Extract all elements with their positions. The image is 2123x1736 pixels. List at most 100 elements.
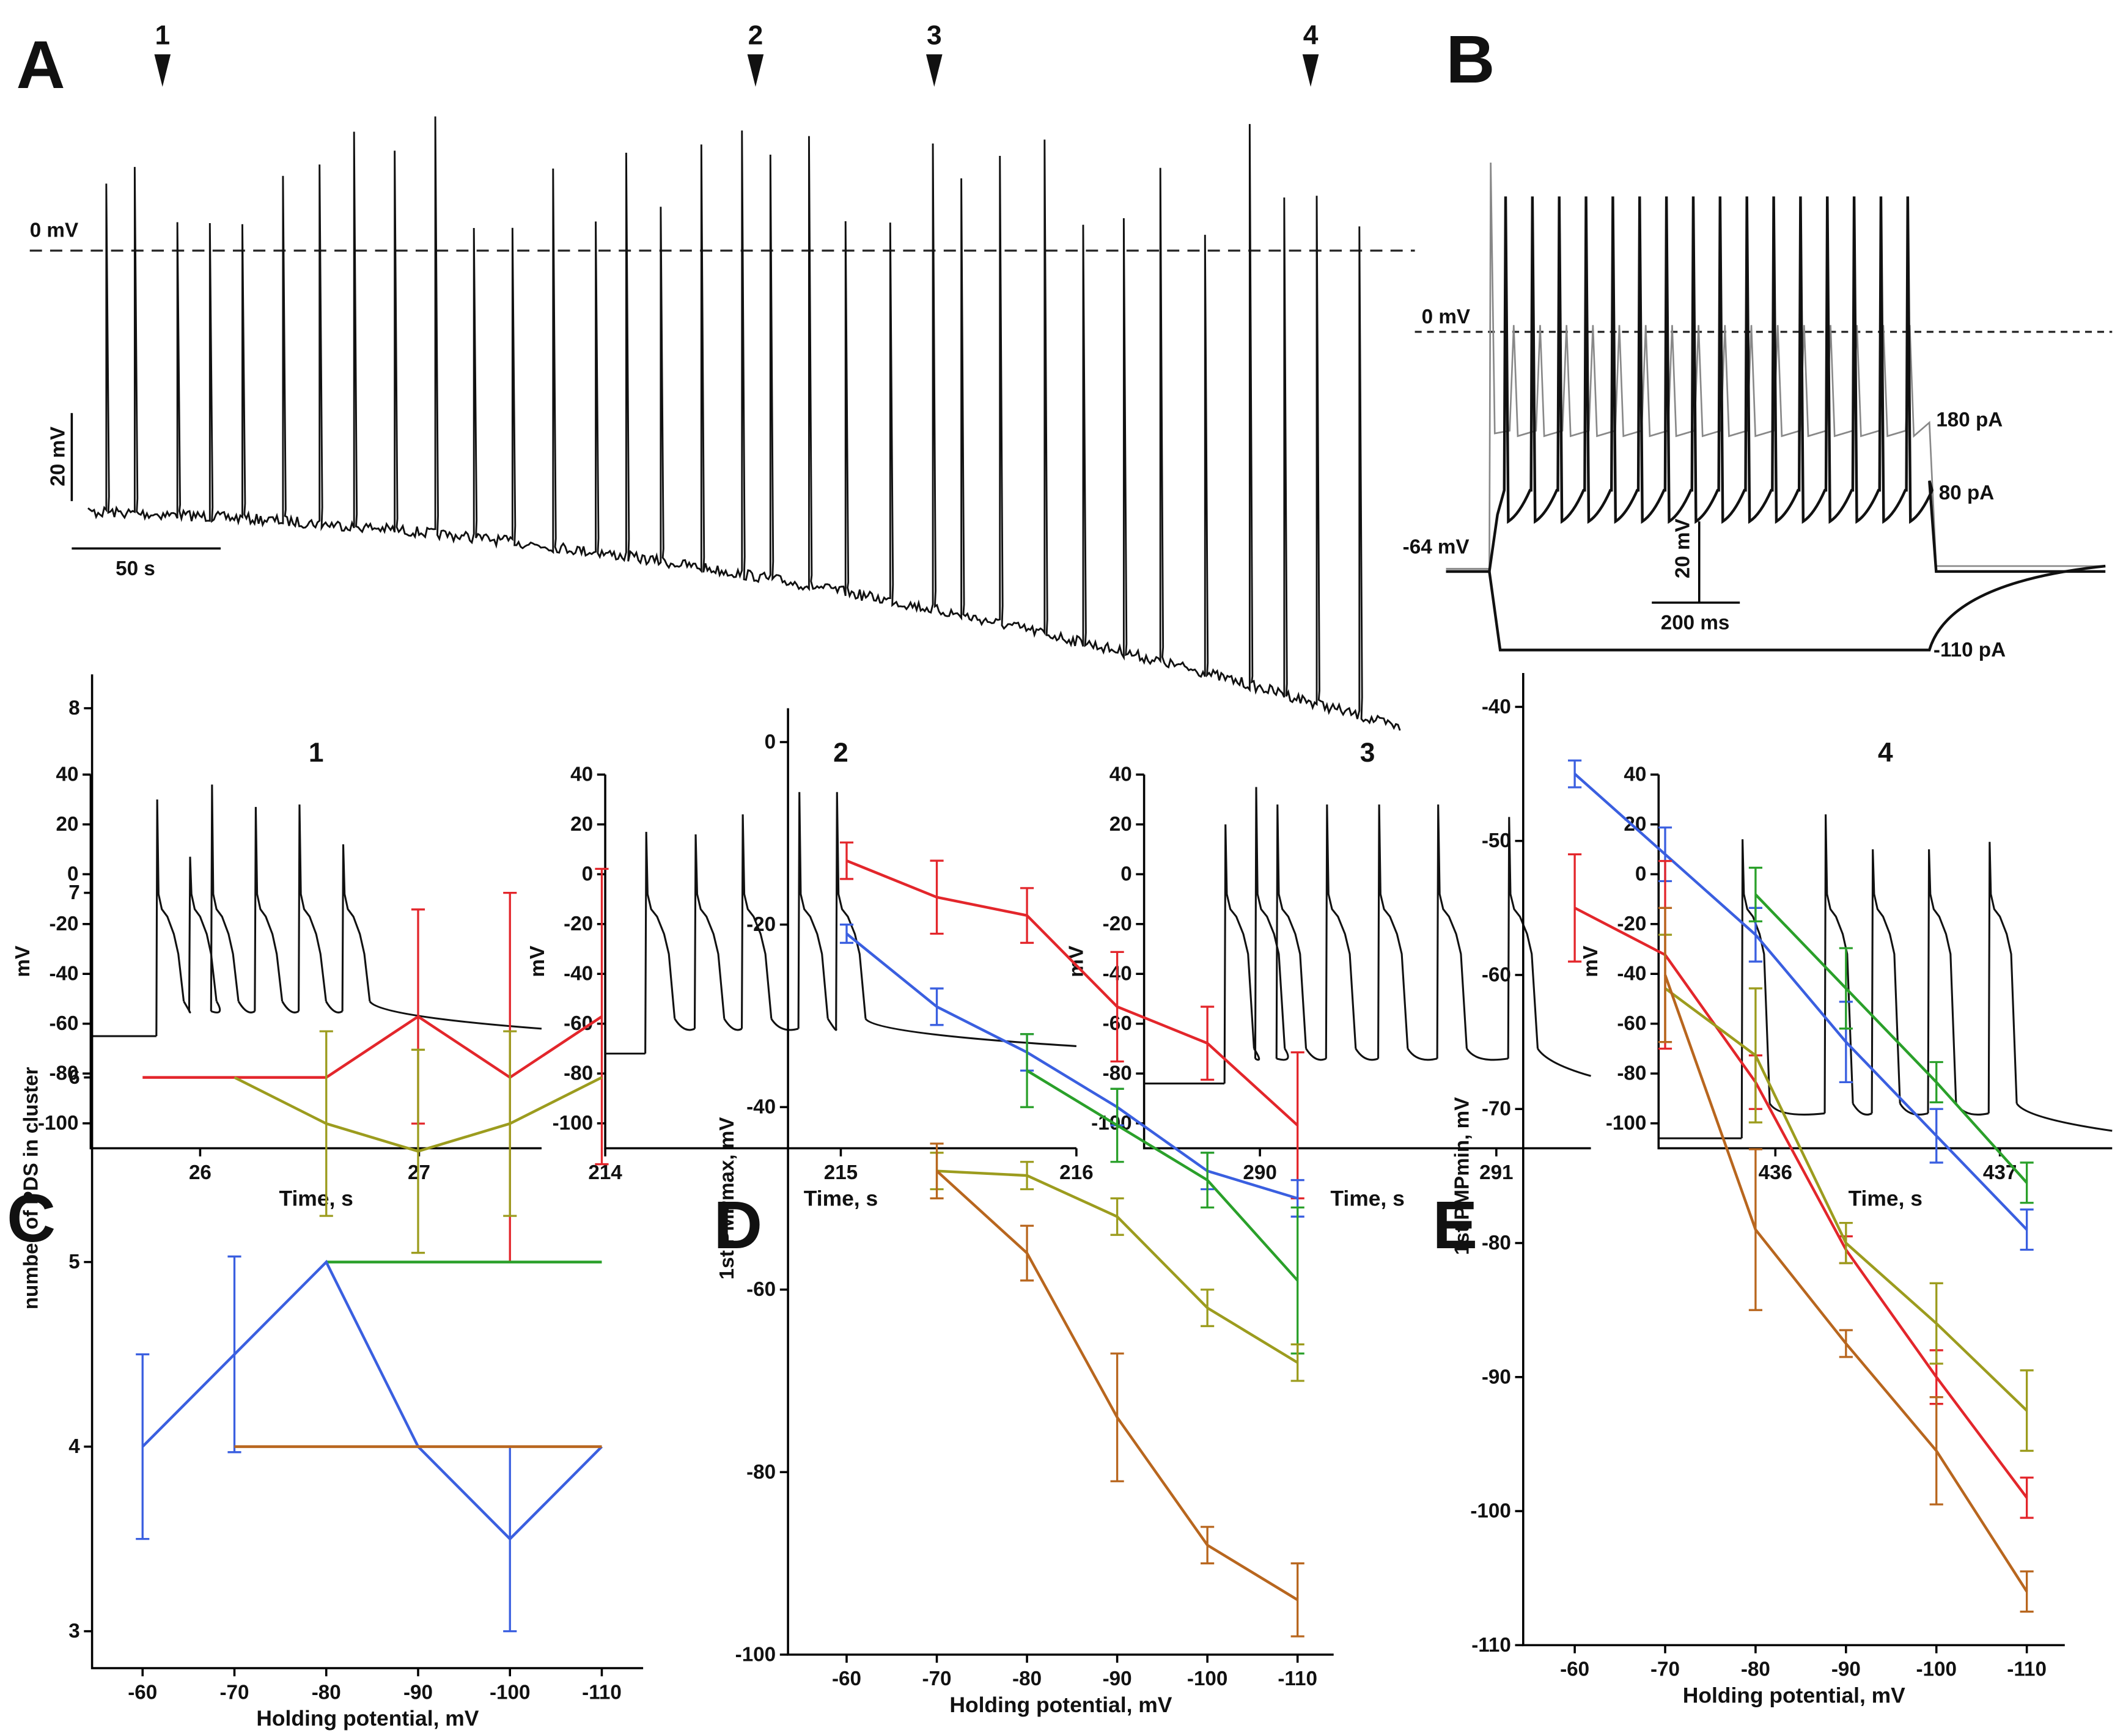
series-line <box>1574 907 2028 1499</box>
burst <box>188 856 218 1012</box>
series-line <box>141 1259 603 1541</box>
x-tick-label: -90 <box>403 1681 433 1704</box>
burst <box>1740 839 1771 1139</box>
burst <box>1987 842 2018 1114</box>
x-tick-label: -80 <box>312 1681 341 1704</box>
zero-label: 0 mV <box>1422 306 1470 328</box>
y-tick-label: 20 <box>570 813 593 836</box>
x-axis-label: Holding potential, mV <box>256 1706 479 1730</box>
burst <box>1377 804 1409 1059</box>
x-tick-label: 215 <box>824 1161 858 1184</box>
error-bar <box>136 1353 150 1540</box>
y-tick-label: -100 <box>735 1643 776 1666</box>
scale-bar <box>70 413 221 550</box>
error-bar <box>2020 1208 2034 1251</box>
error-bar <box>1748 1148 1762 1311</box>
error-bar <box>411 1048 425 1254</box>
y-tick-label: -80 <box>564 1062 593 1085</box>
trace <box>1446 564 2106 652</box>
x-tick-label: -90 <box>1103 1668 1132 1690</box>
x-tick-label: -60 <box>832 1668 861 1690</box>
burst <box>1871 849 1901 1114</box>
error-bar <box>595 867 609 1166</box>
y-tick-label: 7 <box>68 881 79 904</box>
y-tick-label: -20 <box>564 913 593 935</box>
error-bar <box>930 859 944 935</box>
series-line <box>1573 773 2028 1231</box>
error-bar <box>1929 1282 1943 1365</box>
axis <box>1522 673 2065 1647</box>
error-bar <box>1110 1352 1124 1482</box>
y-tick-label: -20 <box>49 913 78 935</box>
error-bar <box>1201 1152 1215 1209</box>
error-bar <box>1929 1108 1943 1164</box>
scale-bar <box>1652 521 1740 604</box>
axis <box>89 774 542 1150</box>
y-tick-label: -100 <box>553 1112 594 1135</box>
y-tick-label: 20 <box>1624 813 1646 836</box>
axis <box>90 674 644 1669</box>
y-tick-label: 20 <box>1109 813 1132 836</box>
series-line <box>845 932 1298 1200</box>
y-axis-label: 1st PMPmax, mV <box>716 1117 738 1280</box>
marker-label: 1 <box>155 20 170 50</box>
baseline <box>90 1001 542 1037</box>
error-bar <box>1748 866 1762 922</box>
error-bar <box>1290 1051 1304 1200</box>
x-tick-label: -80 <box>1741 1658 1770 1681</box>
y-axis-label: mV <box>12 946 34 977</box>
error-bar <box>2020 1570 2034 1613</box>
baseline <box>605 1018 1076 1055</box>
x-tick-label: -70 <box>219 1681 249 1704</box>
panel-label: A <box>17 28 65 103</box>
error-bar <box>1658 907 1672 1043</box>
burst <box>210 784 240 1012</box>
x-tick-label: -110 <box>2007 1658 2047 1681</box>
x-axis-label: Time, s <box>1330 1186 1404 1210</box>
error-bar <box>1020 887 1034 944</box>
burst <box>835 792 867 1029</box>
y-tick-label: -80 <box>1482 1232 1511 1254</box>
error-bar <box>839 841 854 880</box>
trace <box>1446 196 2106 573</box>
axis <box>604 774 1076 1150</box>
x-tick-label: -100 <box>1187 1668 1228 1690</box>
y-tick-label: -60 <box>1617 1012 1646 1035</box>
burst <box>644 831 676 1054</box>
x-tick-label: -100 <box>490 1681 531 1704</box>
error-bar <box>1748 987 1762 1124</box>
series-line <box>1026 1069 1299 1282</box>
marker-arrow <box>926 54 943 87</box>
x-axis-label: Time, s <box>804 1186 878 1210</box>
y-tick-label: 0 <box>582 863 593 886</box>
zero-label: 0 mV <box>30 219 78 241</box>
error-bar <box>1568 853 1582 963</box>
burst <box>1254 787 1286 1059</box>
error-bar <box>1110 951 1124 1063</box>
y-tick-label: -100 <box>1470 1500 1510 1523</box>
x-tick-label: -60 <box>1560 1658 1589 1681</box>
burst <box>1823 814 1854 1114</box>
y-tick-label: 40 <box>56 763 79 786</box>
burst <box>1223 824 1256 1084</box>
y-tick-label: -110 <box>1471 1634 1511 1657</box>
y-tick-label: -40 <box>746 1096 776 1119</box>
panel-label: D <box>713 1188 762 1263</box>
error-bar <box>1929 1396 1943 1506</box>
y-tick-label: 5 <box>68 1251 79 1273</box>
error-bar <box>1290 1343 1304 1382</box>
burst <box>693 834 726 1029</box>
y-tick-label: -40 <box>564 963 593 985</box>
burst <box>341 844 371 1012</box>
error-bar <box>2020 1476 2034 1519</box>
error-bar <box>319 1030 333 1217</box>
x-tick-label: -80 <box>1012 1668 1042 1690</box>
error-bar <box>1020 1033 1034 1108</box>
marker-label: 2 <box>748 20 763 50</box>
error-bar <box>930 1142 944 1200</box>
y-axis-label: mV <box>526 946 549 977</box>
y-tick-label: -60 <box>1482 963 1511 986</box>
baseline <box>1144 1048 1591 1085</box>
rest-label: -64 mV <box>1403 536 1470 559</box>
